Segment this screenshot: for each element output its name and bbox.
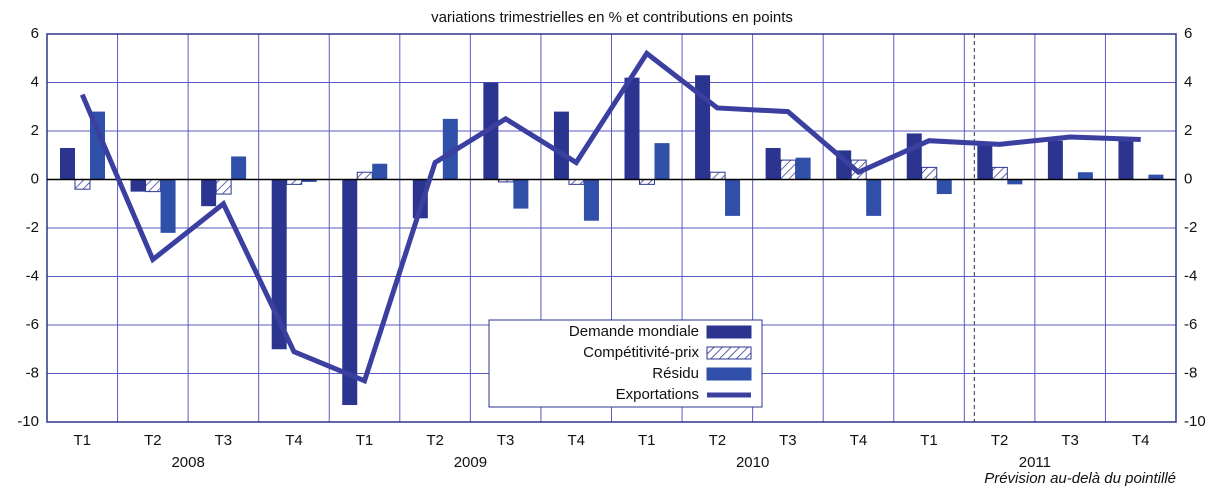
bar — [1148, 174, 1164, 180]
y-tick-label: 2 — [31, 122, 39, 139]
bar — [654, 143, 670, 180]
year-label: 2010 — [736, 454, 769, 471]
x-tick-label: T1 — [74, 432, 92, 449]
bar — [583, 179, 599, 221]
bar — [90, 111, 105, 180]
bar — [301, 179, 317, 182]
bar — [231, 156, 247, 180]
legend-swatch — [706, 367, 752, 381]
legend-label: Demande mondiale — [569, 323, 699, 340]
bar — [160, 179, 176, 233]
bar — [991, 166, 1008, 180]
bar — [342, 179, 358, 406]
x-tick-label: T4 — [567, 432, 585, 449]
bar — [215, 179, 232, 195]
y-tick-label: -4 — [26, 267, 39, 284]
x-tick-label: T2 — [709, 432, 727, 449]
x-tick-label: T1 — [356, 432, 374, 449]
y-tick-label: 0 — [31, 170, 39, 187]
note: Prévision au-delà du pointillé — [984, 470, 1176, 487]
legend-label: Compétitivité-prix — [583, 344, 699, 361]
bar — [906, 133, 922, 180]
x-tick-label: T2 — [426, 432, 444, 449]
x-tick-label: T3 — [1061, 432, 1079, 449]
bar — [442, 118, 458, 180]
x-tick-label: T3 — [779, 432, 797, 449]
bar — [271, 179, 287, 350]
bar — [1077, 172, 1093, 180]
bar — [795, 157, 811, 180]
legend-label: Exportations — [616, 386, 699, 403]
plot-frame — [46, 33, 1177, 423]
x-tick-label: T2 — [144, 432, 162, 449]
year-label: 2011 — [1019, 454, 1051, 471]
bar — [977, 143, 993, 180]
y-tick-label: -6 — [26, 316, 39, 333]
y2-tick-label: 0 — [1184, 170, 1192, 187]
bar — [1047, 140, 1063, 180]
legend-swatch — [706, 325, 752, 339]
bar — [866, 179, 882, 216]
bar — [624, 77, 640, 180]
x-tick-label: T3 — [215, 432, 233, 449]
bar — [145, 179, 162, 193]
year-label: 2009 — [454, 454, 487, 471]
y2-tick-label: -4 — [1184, 267, 1197, 284]
y2-tick-label: -2 — [1184, 219, 1197, 236]
bar — [765, 147, 781, 180]
y-tick-label: -8 — [26, 364, 39, 381]
bar — [356, 171, 373, 181]
bar — [372, 163, 388, 180]
x-tick-label: T4 — [1132, 432, 1150, 449]
y2-tick-label: 2 — [1184, 122, 1192, 139]
y-tick-label: -2 — [26, 219, 39, 236]
chart-title: variations trimestrielles en % et contri… — [431, 9, 793, 26]
y2-tick-label: -8 — [1184, 364, 1197, 381]
line — [79, 49, 1141, 385]
bar — [780, 159, 797, 181]
y-tick-label: 6 — [31, 25, 39, 42]
bar — [709, 171, 726, 181]
bar — [725, 179, 741, 216]
bar — [201, 179, 217, 207]
x-tick-label: T4 — [850, 432, 868, 449]
bar — [483, 82, 499, 180]
y2-tick-label: 4 — [1184, 73, 1192, 90]
bar — [921, 166, 938, 180]
bar — [1007, 179, 1023, 185]
year-label: 2008 — [171, 454, 204, 471]
y2-tick-label: 6 — [1184, 25, 1192, 42]
legend-swatch — [706, 346, 752, 360]
x-tick-label: T1 — [920, 432, 938, 449]
y2-tick-label: -10 — [1184, 413, 1206, 430]
bar — [74, 179, 91, 190]
bar — [130, 179, 146, 192]
x-tick-label: T2 — [991, 432, 1009, 449]
bar — [513, 179, 529, 209]
bar — [1118, 140, 1134, 180]
y2-tick-label: -6 — [1184, 316, 1197, 333]
x-tick-label: T4 — [285, 432, 303, 449]
bar — [60, 147, 75, 180]
x-tick-label: T3 — [497, 432, 515, 449]
bar — [553, 111, 569, 180]
x-tick-label: T1 — [638, 432, 656, 449]
legend-label: Résidu — [652, 365, 699, 382]
y-tick-label: 4 — [31, 73, 39, 90]
y-tick-label: -10 — [17, 413, 39, 430]
bar — [936, 179, 952, 195]
